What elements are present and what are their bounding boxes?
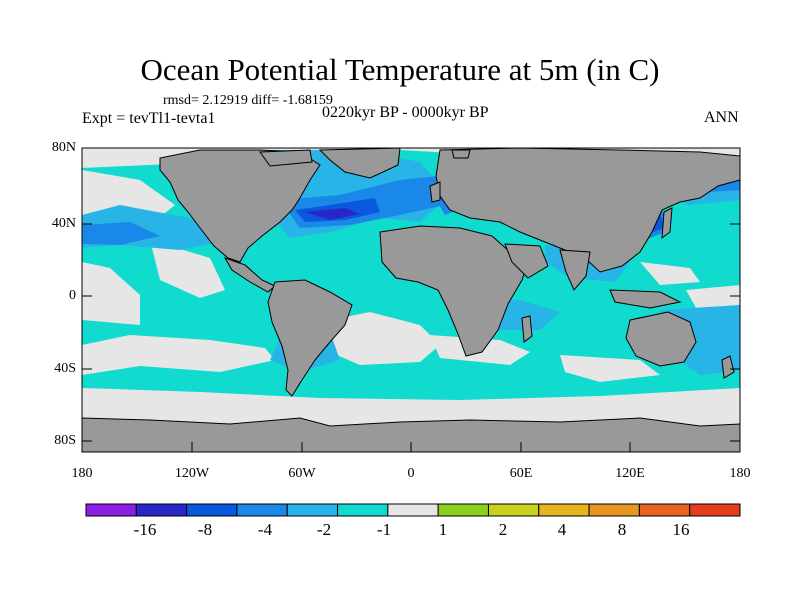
colorbar-swatch xyxy=(588,503,640,517)
colorbar-swatch xyxy=(85,503,137,517)
colorbar-swatch xyxy=(689,503,741,517)
axis-ticks xyxy=(81,147,741,452)
lon-label-120w: 120W xyxy=(174,466,210,481)
rmsd-diff-stats: rmsd= 2.12919 diff= -1.68159 xyxy=(163,93,333,108)
lon-label-180w: 180 xyxy=(71,466,93,481)
lat-label-40s: 40S xyxy=(54,361,76,376)
lat-label-0: 0 xyxy=(69,288,76,303)
svalbard xyxy=(451,149,471,159)
lon-label-60w: 60W xyxy=(288,466,316,481)
lon-label-180e: 180 xyxy=(729,466,751,481)
lat-label-40n: 40N xyxy=(51,216,76,231)
british-isles xyxy=(429,181,441,203)
colorbar-label: -4 xyxy=(257,520,273,539)
colorbar-swatch xyxy=(337,503,389,517)
colorbar-label: 4 xyxy=(557,520,567,539)
experiment-label: Expt = tevTl1-tevta1 xyxy=(82,110,216,127)
colorbar-label: -1 xyxy=(376,520,392,539)
japan xyxy=(661,207,673,240)
africa xyxy=(379,225,529,357)
colorbar-label: 2 xyxy=(498,520,508,539)
dark-blue-regions xyxy=(305,208,360,220)
lon-label-0: 0 xyxy=(407,466,415,481)
colorbar-swatch xyxy=(186,503,238,517)
colorbar-swatch xyxy=(487,503,540,517)
colorbar-swatch xyxy=(638,503,691,517)
colorbar-label: -16 xyxy=(133,520,157,539)
lat-label-80s: 80S xyxy=(54,433,76,448)
colorbar-swatch xyxy=(236,503,288,517)
arctic-islands xyxy=(259,149,313,167)
lon-label-60e: 60E xyxy=(509,466,533,481)
central-america xyxy=(223,257,276,293)
indonesia xyxy=(609,289,682,309)
land-masses xyxy=(82,148,740,452)
colorbar-label: 16 xyxy=(672,520,690,539)
colorbar-swatch xyxy=(387,503,439,517)
time-period-label: 0220kyr BP - 0000kyr BP xyxy=(322,104,489,121)
colorbar-label: 8 xyxy=(617,520,627,539)
south-america xyxy=(267,279,353,397)
madagascar xyxy=(521,315,533,343)
australia xyxy=(625,311,697,367)
lat-label-80n: 80N xyxy=(51,140,76,155)
colorbar-swatch xyxy=(286,503,339,517)
colorbar-label: -2 xyxy=(316,520,332,539)
lon-label-120e: 120E xyxy=(615,466,645,481)
colorbar xyxy=(85,503,741,517)
colorbar-label: -8 xyxy=(197,520,213,539)
eurasia xyxy=(435,148,740,273)
india xyxy=(559,249,591,291)
greenland xyxy=(318,148,401,179)
antarctica xyxy=(82,417,740,452)
season-label: ANN xyxy=(704,109,739,126)
colorbar-swatch xyxy=(135,503,188,517)
colorbar-label: 1 xyxy=(438,520,448,539)
colorbar-swatch xyxy=(437,503,489,517)
arabia xyxy=(504,243,549,279)
map-field xyxy=(82,148,740,452)
plot-title: Ocean Potential Temperature at 5m (in C) xyxy=(140,52,660,87)
new-zealand xyxy=(721,355,735,379)
colorbar-swatch xyxy=(538,503,590,517)
